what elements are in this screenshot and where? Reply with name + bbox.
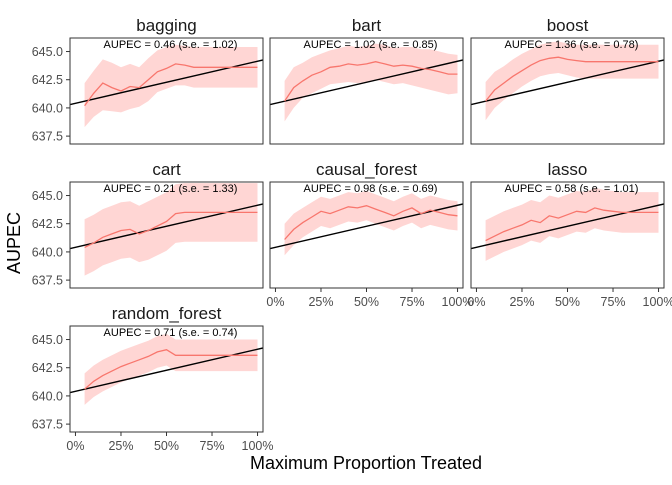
y-tick-label: 642.5 [32, 361, 63, 375]
x-tick-label: 75% [200, 439, 225, 453]
facet-panel-causal_forest: causal_forest AUPEC = 0.98 (s.e. = 0.69) 0… [266, 160, 473, 309]
facet-panels: bagging AUPEC = 0.46 (s.e. = 1.02) 637.5 64… [32, 16, 672, 453]
confidence-band [284, 191, 458, 256]
facet-title: boost [547, 16, 589, 35]
aupec-curve [485, 56, 659, 102]
confidence-band [84, 183, 258, 276]
x-tick-label: 0% [266, 295, 284, 309]
y-tick-label: 642.5 [32, 217, 63, 231]
x-tick-label: 100% [442, 295, 474, 309]
panel-plot-area [70, 183, 263, 276]
x-tick-label: 25% [108, 439, 133, 453]
aupec-curve [284, 61, 458, 102]
x-tick-label: 100% [242, 439, 274, 453]
y-tick-label: 645.0 [32, 333, 63, 347]
panel-plot-area [471, 187, 664, 261]
x-tick-label: 100% [643, 295, 672, 309]
x-axis-title: Maximum Proportion Treated [250, 453, 482, 473]
x-tick-label: 50% [354, 295, 379, 309]
x-tick-label: 75% [601, 295, 626, 309]
y-tick-label: 640.0 [32, 101, 63, 115]
facet-title: lasso [548, 160, 588, 179]
x-tick-label: 0% [467, 295, 485, 309]
panel-plot-area [70, 44, 263, 128]
y-tick-label: 637.5 [32, 418, 63, 432]
panel-border [69, 181, 264, 289]
aupec-annotation: AUPEC = 1.02 (s.e. = 0.85) [304, 39, 438, 51]
facet-title: cart [152, 160, 181, 179]
facet-panel-random_forest: random_forest AUPEC = 0.71 (s.e. = 0.74) 6… [32, 304, 274, 453]
y-tick-label: 637.5 [32, 130, 63, 144]
facet-title: random_forest [112, 304, 222, 323]
panel-border [269, 37, 464, 145]
aupec-annotation: AUPEC = 0.98 (s.e. = 0.69) [304, 183, 438, 195]
y-tick-label: 645.0 [32, 45, 63, 59]
panel-border [470, 37, 665, 145]
facet-panel-bart: bart AUPEC = 1.02 (s.e. = 0.85) [269, 16, 464, 145]
aupec-curve [485, 207, 659, 242]
panel-plot-area [70, 333, 263, 405]
aupec-curve [84, 349, 258, 390]
x-tick-label: 50% [555, 295, 580, 309]
random-baseline-line [270, 203, 463, 250]
facet-panel-bagging: bagging AUPEC = 0.46 (s.e. = 1.02) 637.5 64… [32, 16, 264, 145]
confidence-band [84, 44, 258, 128]
facet-title: bagging [136, 16, 197, 35]
x-tick-label: 50% [154, 439, 179, 453]
facet-panel-boost: boost AUPEC = 1.36 (s.e. = 0.78) [470, 16, 665, 145]
panel-border [69, 37, 264, 145]
facet-title: bart [352, 16, 382, 35]
facet-panel-lasso: lasso AUPEC = 0.58 (s.e. = 1.01) 0% 25% 50% 7… [467, 160, 672, 309]
confidence-band [485, 187, 659, 261]
x-tick-label: 25% [509, 295, 534, 309]
y-axis-title: AUPEC [4, 212, 24, 274]
x-tick-label: 75% [400, 295, 425, 309]
aupec-curve [284, 205, 458, 240]
aupec-curve [84, 63, 258, 107]
panel-plot-area [270, 43, 463, 122]
x-tick-label: 0% [66, 439, 84, 453]
aupec-annotation: AUPEC = 0.46 (s.e. = 1.02) [104, 39, 238, 51]
random-baseline-line [270, 59, 463, 106]
aupec-curve [84, 211, 258, 248]
aupec-annotation: AUPEC = 0.58 (s.e. = 1.01) [505, 183, 639, 195]
y-tick-label: 640.0 [32, 389, 63, 403]
y-tick-label: 640.0 [32, 245, 63, 259]
confidence-band [84, 333, 258, 405]
y-tick-label: 642.5 [32, 73, 63, 87]
panel-plot-area [270, 191, 463, 256]
random-baseline-line [471, 59, 664, 106]
aupec-annotation: AUPEC = 0.71 (s.e. = 0.74) [104, 327, 238, 339]
panel-plot-area [471, 41, 664, 121]
random-baseline-line [70, 203, 263, 250]
aupec-annotation: AUPEC = 1.36 (s.e. = 0.78) [505, 39, 639, 51]
random-baseline-line [471, 203, 664, 250]
x-tick-label: 25% [308, 295, 333, 309]
aupec-annotation: AUPEC = 0.21 (s.e. = 1.33) [104, 183, 238, 195]
confidence-band [284, 43, 458, 122]
y-tick-label: 637.5 [32, 274, 63, 288]
y-tick-label: 645.0 [32, 189, 63, 203]
facet-panel-cart: cart AUPEC = 0.21 (s.e. = 1.33) 637.5 640.0… [32, 160, 264, 289]
facet-title: causal_forest [316, 160, 417, 179]
